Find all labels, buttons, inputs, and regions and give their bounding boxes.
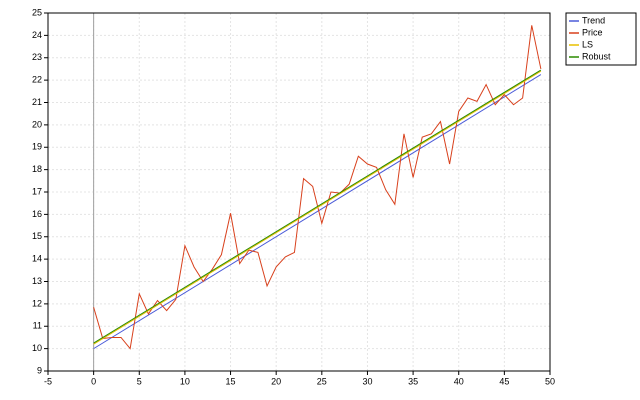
- x-tick-label: 0: [91, 376, 96, 386]
- y-tick-label: 25: [32, 7, 42, 17]
- x-tick-label: 10: [180, 376, 190, 386]
- series-line: [93, 69, 542, 344]
- legend-label: Trend: [582, 15, 605, 25]
- y-tick-label: 10: [32, 343, 42, 353]
- series-line: [93, 74, 542, 350]
- series-line: [93, 25, 542, 350]
- x-tick-label: 20: [271, 376, 281, 386]
- y-tick-label: 13: [32, 276, 42, 286]
- x-tick-label: 45: [499, 376, 509, 386]
- x-tick-label: 50: [545, 376, 555, 386]
- y-tick-label: 18: [32, 164, 42, 174]
- x-tick-label: -5: [44, 376, 52, 386]
- x-tick-label: 30: [362, 376, 372, 386]
- y-tick-label: 14: [32, 254, 42, 264]
- x-tick-label: 15: [226, 376, 236, 386]
- y-tick-label: 21: [32, 97, 42, 107]
- plot-frame: [47, 12, 551, 372]
- y-tick-label: 16: [32, 209, 42, 219]
- y-tick-label: 15: [32, 231, 42, 241]
- y-tick-label: 24: [32, 30, 42, 40]
- legend-label: Price: [582, 27, 603, 37]
- y-tick-label: 22: [32, 75, 42, 85]
- plot-area: [48, 13, 550, 371]
- y-tick-label: 12: [32, 298, 42, 308]
- x-tick-label: 40: [454, 376, 464, 386]
- legend-label: LS: [582, 39, 593, 49]
- x-tick-label: 35: [408, 376, 418, 386]
- y-tick-label: 9: [37, 365, 42, 375]
- y-tick-label: 17: [32, 186, 42, 196]
- y-tick-label: 19: [32, 142, 42, 152]
- y-tick-label: 11: [33, 321, 42, 331]
- series-line: [93, 70, 542, 345]
- legend-label: Robust: [582, 51, 611, 61]
- x-tick-label: 5: [137, 376, 142, 386]
- y-tick-label: 20: [32, 119, 42, 129]
- y-tick-label: 23: [32, 52, 42, 62]
- x-tick-label: 25: [317, 376, 327, 386]
